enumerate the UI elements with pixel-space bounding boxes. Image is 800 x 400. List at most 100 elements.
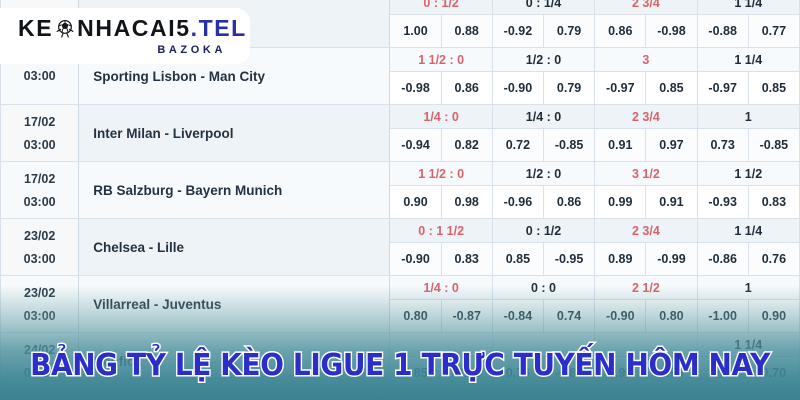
table-row-handicap[interactable]: 23/02 03:00 Chelsea - Lille 0 : 1 1/2 0 … (0, 218, 800, 276)
row-match-3[interactable]: RB Salzburg - Bayern Munich (78, 161, 391, 219)
odd-2-2[interactable]: 0.72 (491, 128, 545, 162)
odd-5-0[interactable]: 0.80 (389, 299, 442, 333)
table-row-odds[interactable]: -0.90 0.83 0.85 -0.95 0.89 -0.99 -0.86 0… (1, 242, 800, 276)
odd-1-3[interactable]: 0.79 (542, 71, 596, 105)
table-row-odds[interactable]: 0.90 0.98 -0.96 0.86 0.99 0.91 -0.93 0.8… (1, 185, 800, 219)
odd-2-1[interactable]: 0.82 (440, 128, 493, 162)
odd-0-0[interactable]: 1.00 (389, 14, 442, 48)
handicap-1-2[interactable]: 3 (594, 47, 698, 72)
handicap-5-3[interactable]: 1 (696, 275, 800, 300)
handicap-5-2[interactable]: 2 1/2 (594, 275, 698, 300)
handicap-5-1[interactable]: 0 : 0 (491, 275, 596, 300)
odd-3-6[interactable]: -0.93 (696, 185, 749, 219)
handicap-2-3[interactable]: 1 (696, 104, 800, 129)
odd-3-7[interactable]: 0.83 (747, 185, 800, 219)
logo-subtitle: BAZOKA (157, 43, 226, 56)
odd-4-7[interactable]: 0.76 (747, 242, 800, 276)
row-date-value-5: 23/02 (24, 285, 56, 300)
odd-5-7[interactable]: 0.90 (747, 299, 800, 333)
logo-text-ke: KE (18, 14, 54, 41)
row-time-value-3: 03:00 (23, 194, 56, 209)
odd-1-4[interactable]: -0.97 (594, 71, 647, 105)
handicap-0-2[interactable]: 2 3/4 (594, 0, 698, 15)
odd-0-2[interactable]: -0.92 (491, 14, 545, 48)
row-match-4[interactable]: Chelsea - Lille (78, 218, 391, 276)
odd-5-6[interactable]: -1.00 (696, 299, 749, 333)
odd-0-7[interactable]: 0.77 (747, 14, 800, 48)
table-row-handicap[interactable]: 17/02 03:00 RB Salzburg - Bayern Munich … (0, 161, 800, 219)
odd-1-2[interactable]: -0.90 (491, 71, 545, 105)
table-row-odds[interactable]: 1.00 0.88 -0.92 0.79 0.86 -0.98 -0.88 0.… (1, 14, 800, 48)
handicap-0-0[interactable]: 0 : 1/2 (389, 0, 493, 15)
odd-5-1[interactable]: -0.87 (440, 299, 493, 333)
table-row-handicap[interactable]: 23/02 03:00 Villarreal - Juventus 1/4 : … (0, 275, 800, 333)
handicap-2-0[interactable]: 1/4 : 0 (389, 104, 493, 129)
odd-0-1[interactable]: 0.88 (440, 14, 493, 48)
odd-1-5[interactable]: 0.85 (645, 71, 698, 105)
row-date-4: 23/02 03:00 (0, 218, 80, 276)
banner-headline: BẢNG TỶ LỆ KÈO LIGUE 1 TRỰC TUYẾN HÔM NA… (29, 347, 772, 385)
odd-2-7[interactable]: -0.85 (747, 128, 800, 162)
handicap-2-2[interactable]: 2 3/4 (594, 104, 698, 129)
handicap-5-0[interactable]: 1/4 : 0 (389, 275, 493, 300)
odd-1-1[interactable]: 0.86 (440, 71, 493, 105)
odd-4-5[interactable]: -0.99 (645, 242, 698, 276)
handicap-0-3[interactable]: 1 1/4 (696, 0, 800, 15)
odd-4-3[interactable]: -0.95 (542, 242, 596, 276)
odd-4-4[interactable]: 0.89 (594, 242, 647, 276)
site-logo[interactable]: KE NHACAI5 .TEL BAZOKA (0, 8, 250, 64)
handicap-1-1[interactable]: 1/2 : 0 (491, 47, 596, 72)
odd-5-2[interactable]: -0.84 (491, 299, 545, 333)
handicap-1-3[interactable]: 1 1/4 (696, 47, 800, 72)
odd-3-1[interactable]: 0.98 (440, 185, 493, 219)
table-row-odds[interactable]: -0.94 0.82 0.72 -0.85 0.91 0.97 0.73 -0.… (1, 128, 800, 162)
table-row-handicap[interactable]: 17/02 03:00 Inter Milan - Liverpool 1/4 … (0, 104, 800, 162)
row-time-value-4: 03:00 (23, 251, 56, 266)
odd-5-5[interactable]: 0.80 (645, 299, 698, 333)
handicap-4-3[interactable]: 1 1/4 (696, 218, 800, 243)
odd-4-0[interactable]: -0.90 (389, 242, 442, 276)
odd-0-3[interactable]: 0.79 (542, 14, 596, 48)
handicap-3-2[interactable]: 3 1/2 (594, 161, 698, 186)
odd-2-4[interactable]: 0.91 (594, 128, 647, 162)
handicap-4-1[interactable]: 0 : 1/2 (491, 218, 596, 243)
odd-3-4[interactable]: 0.99 (594, 185, 647, 219)
row-match-5[interactable]: Villarreal - Juventus (78, 275, 391, 333)
handicap-4-2[interactable]: 2 3/4 (594, 218, 698, 243)
odd-1-7[interactable]: 0.85 (747, 71, 800, 105)
odd-2-0[interactable]: -0.94 (389, 128, 442, 162)
odd-4-6[interactable]: -0.86 (696, 242, 749, 276)
row-date-value-3: 17/02 (24, 171, 56, 186)
handicap-2-1[interactable]: 1/4 : 0 (491, 104, 596, 129)
handicap-4-0[interactable]: 0 : 1 1/2 (389, 218, 493, 243)
row-match-2[interactable]: Inter Milan - Liverpool (78, 104, 391, 162)
odd-2-5[interactable]: 0.97 (645, 128, 698, 162)
handicap-3-3[interactable]: 1 1/2 (696, 161, 800, 186)
odd-3-0[interactable]: 0.90 (389, 185, 442, 219)
row-date-5: 23/02 03:00 (0, 275, 80, 333)
odd-3-2[interactable]: -0.96 (491, 185, 545, 219)
odd-1-0[interactable]: -0.98 (389, 71, 442, 105)
odd-4-2[interactable]: 0.85 (491, 242, 545, 276)
row-time-value-1: 03:00 (23, 69, 56, 83)
odd-5-3[interactable]: 0.74 (542, 299, 596, 333)
odd-5-4[interactable]: -0.90 (594, 299, 647, 333)
handicap-1-0[interactable]: 1 1/2 : 0 (389, 47, 493, 72)
handicap-3-0[interactable]: 1 1/2 : 0 (389, 161, 493, 186)
odd-0-6[interactable]: -0.88 (696, 14, 749, 48)
table-row-odds[interactable]: -0.98 0.86 -0.90 0.79 -0.97 0.85 -0.97 0… (1, 71, 800, 105)
odd-0-5[interactable]: -0.98 (645, 14, 698, 48)
odd-4-1[interactable]: 0.83 (440, 242, 493, 276)
odd-3-3[interactable]: 0.86 (542, 185, 596, 219)
logo-text-tel: .TEL (190, 14, 247, 41)
odd-2-6[interactable]: 0.73 (696, 128, 749, 162)
odd-2-3[interactable]: -0.85 (542, 128, 596, 162)
row-time-value-5: 03:00 (23, 308, 56, 323)
handicap-3-1[interactable]: 1/2 : 0 (491, 161, 596, 186)
odd-0-4[interactable]: 0.86 (594, 14, 647, 48)
odd-1-6[interactable]: -0.97 (696, 71, 749, 105)
odd-3-5[interactable]: 0.91 (645, 185, 698, 219)
handicap-0-1[interactable]: 0 : 1/4 (491, 0, 596, 15)
soccer-ball-icon (54, 18, 76, 40)
